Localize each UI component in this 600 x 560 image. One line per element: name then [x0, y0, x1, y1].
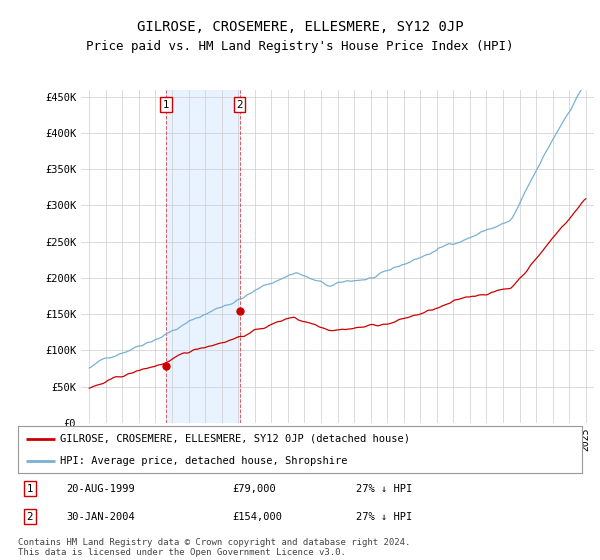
- Text: 2: 2: [26, 512, 33, 521]
- Text: GILROSE, CROSEMERE, ELLESMERE, SY12 0JP (detached house): GILROSE, CROSEMERE, ELLESMERE, SY12 0JP …: [60, 434, 410, 444]
- Text: 27% ↓ HPI: 27% ↓ HPI: [356, 512, 413, 521]
- Text: Price paid vs. HM Land Registry's House Price Index (HPI): Price paid vs. HM Land Registry's House …: [86, 40, 514, 53]
- Text: £154,000: £154,000: [232, 512, 283, 521]
- Text: 27% ↓ HPI: 27% ↓ HPI: [356, 484, 413, 493]
- Text: HPI: Average price, detached house, Shropshire: HPI: Average price, detached house, Shro…: [60, 456, 348, 466]
- Text: 20-AUG-1999: 20-AUG-1999: [66, 484, 134, 493]
- Text: 1: 1: [26, 484, 33, 493]
- Text: 2: 2: [236, 100, 243, 110]
- Text: £79,000: £79,000: [232, 484, 276, 493]
- Text: 1: 1: [163, 100, 169, 110]
- Bar: [166, 90, 239, 423]
- Text: GILROSE, CROSEMERE, ELLESMERE, SY12 0JP: GILROSE, CROSEMERE, ELLESMERE, SY12 0JP: [137, 20, 463, 34]
- Text: 30-JAN-2004: 30-JAN-2004: [66, 512, 134, 521]
- Text: Contains HM Land Registry data © Crown copyright and database right 2024.
This d: Contains HM Land Registry data © Crown c…: [18, 538, 410, 557]
